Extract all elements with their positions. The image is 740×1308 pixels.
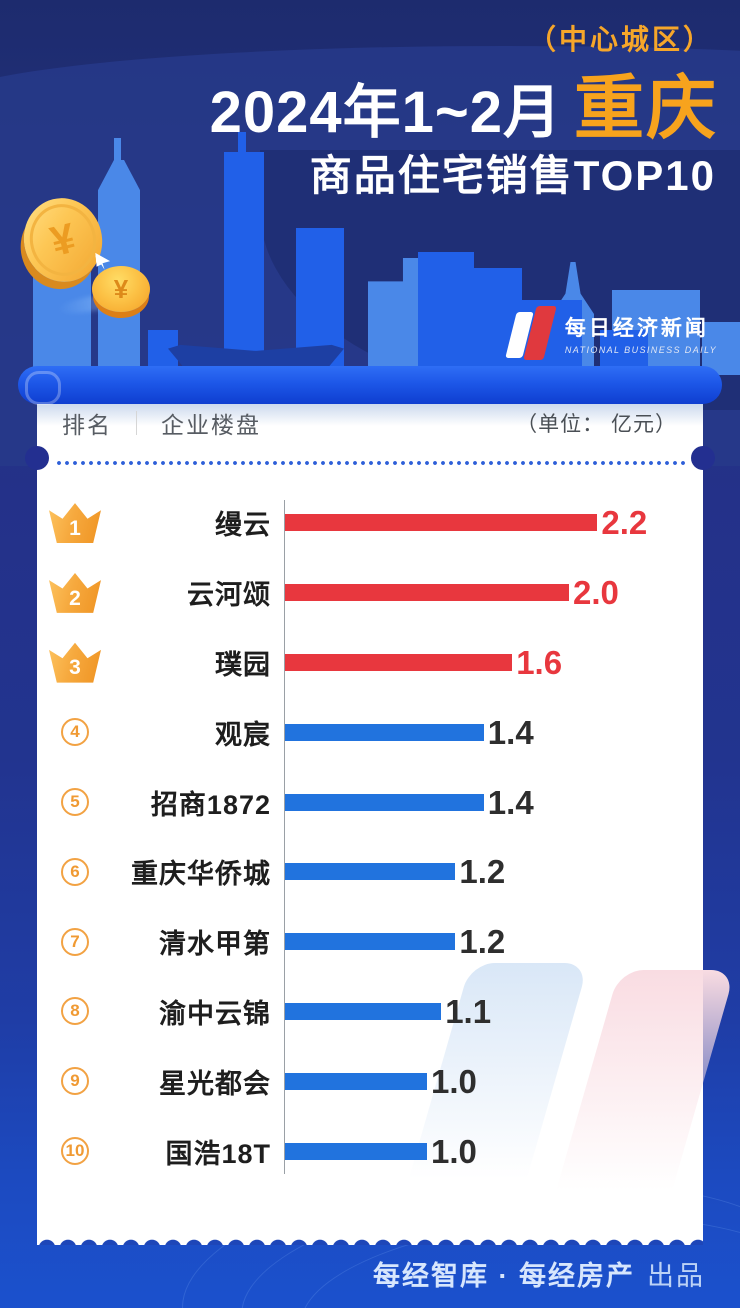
producers-label: 每经智库 · 每经房产 xyxy=(373,1261,635,1291)
project-name: 渝中云锦 xyxy=(159,998,271,1029)
yuan-symbol: ¥ xyxy=(113,273,129,304)
bar xyxy=(285,1142,427,1160)
bar xyxy=(285,653,513,671)
logo-name-cn: 每日经济新闻 xyxy=(564,316,709,340)
circle-rank-badge: 5 xyxy=(61,788,89,817)
yuan-symbol: ¥ xyxy=(45,213,80,266)
bar-value: 2.0 xyxy=(573,574,619,612)
table-row: 8 渝中云锦 1.1 xyxy=(37,977,697,1047)
produced-by-label: 出品 xyxy=(647,1261,705,1291)
project-name: 国浩18T xyxy=(165,1138,271,1169)
bar-value: 1.6 xyxy=(516,643,563,681)
project-name: 观宸 xyxy=(215,719,271,750)
building-shape xyxy=(418,252,474,375)
table-row: 4 观宸 1.4 xyxy=(37,697,697,767)
bar xyxy=(285,933,456,951)
page-title: 2024年1~2月 重庆 xyxy=(210,52,718,153)
bar xyxy=(285,723,484,741)
tower-shape xyxy=(224,152,264,375)
ranking-bar-chart: 1 缦云 2.2 2 云河颂 2.0 3 璞园 1.6 4 观宸 xyxy=(37,488,697,1186)
circle-rank-badge: 6 xyxy=(61,857,89,886)
circle-rank-badge: 7 xyxy=(61,927,89,956)
bar-value: 1.0 xyxy=(431,1132,477,1170)
logo-name-en: NATIONAL BUSINESS DAILY xyxy=(564,344,717,355)
table-row: 1 缦云 2.2 xyxy=(37,488,697,558)
gold-coin-small-icon: ¥ xyxy=(92,266,150,312)
project-name: 星光都会 xyxy=(159,1068,271,1099)
project-name: 云河颂 xyxy=(187,580,271,611)
header-divider xyxy=(136,411,137,435)
ticket-scallop-edge xyxy=(37,1235,703,1245)
page-subtitle: 商品住宅销售TOP10 xyxy=(309,152,716,199)
bar xyxy=(285,1072,427,1090)
title-city: 重庆 xyxy=(574,69,718,147)
region-label: （中心城区） xyxy=(527,24,714,55)
circle-rank-badge: 9 xyxy=(61,1067,89,1096)
scroll-roller-bar xyxy=(18,366,722,405)
rank-column-label: 排名 xyxy=(62,412,112,438)
table-row: 10 国浩18T 1.0 xyxy=(37,1116,697,1186)
bar-value: 1.1 xyxy=(445,992,492,1030)
footer-credit: 每经智库 · 每经房产 出品 xyxy=(373,1254,705,1293)
nbd-logo-mark-icon xyxy=(505,306,557,360)
bar xyxy=(285,584,569,602)
table-row: 7 清水甲第 1.2 xyxy=(37,907,697,977)
table-row: 3 璞园 1.6 xyxy=(37,628,697,698)
bar-value: 1.2 xyxy=(459,853,506,891)
table-row: 6 重庆华侨城 1.2 xyxy=(37,837,697,907)
dotted-separator xyxy=(55,460,685,466)
ticket-notch-left xyxy=(25,446,49,470)
bar xyxy=(285,793,484,811)
project-name: 清水甲第 xyxy=(159,929,271,960)
table-row: 5 招商1872 1.4 xyxy=(37,767,697,837)
circle-rank-badge: 10 xyxy=(61,1137,89,1166)
title-period: 2024年1~2月 xyxy=(209,80,562,145)
bar-value: 1.4 xyxy=(487,713,534,751)
crown-rank-icon: 1 xyxy=(49,503,101,544)
unit-label: （单位： 亿元） xyxy=(516,413,677,436)
table-row: 2 云河颂 2.0 xyxy=(37,558,697,628)
crown-rank-icon: 3 xyxy=(49,642,101,683)
bar xyxy=(285,1002,442,1020)
list-header: 排名 企业楼盘 （单位： 亿元） xyxy=(62,406,677,440)
name-column-label: 企业楼盘 xyxy=(161,412,261,438)
circle-rank-badge: 8 xyxy=(61,997,89,1026)
bar-value: 1.2 xyxy=(459,923,506,961)
ranking-card: 排名 企业楼盘 （单位： 亿元） 1 缦云 2.2 2 云河颂 2.0 3 xyxy=(37,378,736,1245)
project-name: 璞园 xyxy=(215,649,271,680)
ticket-notch-right xyxy=(691,446,715,470)
table-row: 9 星光都会 1.0 xyxy=(37,1046,697,1116)
antenna-shape xyxy=(238,132,246,154)
bar-value: 1.4 xyxy=(487,783,534,821)
bar xyxy=(285,514,598,532)
crown-rank-icon: 2 xyxy=(49,572,101,613)
project-name: 重庆华侨城 xyxy=(131,859,271,890)
building-shape xyxy=(33,268,91,375)
chart-axis-line xyxy=(284,500,285,1174)
circle-rank-badge: 4 xyxy=(61,718,89,747)
antenna-shape xyxy=(114,138,121,166)
nbd-logo: 每日经济新闻 NATIONAL BUSINESS DAILY xyxy=(505,306,717,360)
bar-value: 2.2 xyxy=(601,504,648,542)
project-name: 招商1872 xyxy=(150,789,271,820)
project-name: 缦云 xyxy=(215,510,271,541)
bar-value: 1.0 xyxy=(431,1062,477,1100)
bar xyxy=(285,863,456,881)
